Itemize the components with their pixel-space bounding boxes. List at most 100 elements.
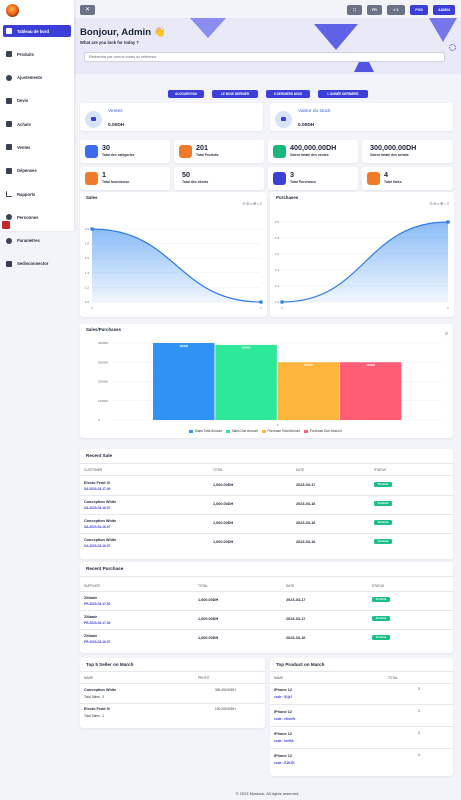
table-row[interactable]: Zitlanie PR-2023-03-16-07 1,600.00DH 2023-0…: [80, 634, 453, 652]
top-products-card: Top Product on March NAME TOTAL iPhone 1…: [270, 658, 453, 776]
table-row[interactable]: Zitlanie PR-2023-03-17-00 1,600.00DH 2023-0…: [80, 615, 453, 633]
table-row[interactable]: Electo Fenit IV SA-2023-03-17-00 1,600.00D…: [80, 481, 453, 499]
product-name: iPhone 12: [274, 710, 292, 714]
sale-date: 2023-03-16: [296, 540, 316, 544]
purchase-reference-link[interactable]: PR-2023-03-16-07: [84, 640, 111, 644]
sidebar-item-people[interactable]: Personnes: [3, 211, 71, 223]
divider: [80, 514, 453, 515]
language-button[interactable]: FR: [367, 5, 382, 15]
column-header: STATUS: [372, 584, 385, 588]
table-title: Top Product on March: [276, 662, 325, 667]
chart-toolbar[interactable]: ⊖⊕⌕✥⌂≡: [429, 201, 450, 206]
chart-menu-icon[interactable]: ≡: [445, 331, 448, 337]
decor-triangle: [314, 24, 358, 50]
purchases-area-chart: 2.0 1.8 1.6 1.4 1.2 1.00 1: [275, 220, 450, 310]
series-line: [281, 221, 449, 303]
filter-today-button[interactable]: AUJOURD'HUI: [168, 90, 204, 98]
sidebar-item-purchases[interactable]: Achats: [3, 118, 71, 130]
sales-summary-card: Ventes 0.00DH: [80, 103, 263, 131]
sidebar-item-label: Produits: [17, 51, 34, 57]
sidebar-item-label: Achats: [17, 121, 31, 127]
purchases-icon: [273, 172, 286, 185]
cart-icon: [85, 111, 102, 128]
stat-label: Total des catégories: [102, 153, 135, 157]
alert-square-icon[interactable]: [2, 221, 10, 229]
stat-card: 30 Total des catégories: [80, 140, 170, 163]
table-row[interactable]: Conception White SA-2023-03-16-07 1,600.00…: [80, 519, 453, 537]
legend-swatch: [226, 429, 231, 433]
total-sales-icon: [367, 172, 380, 185]
legend-item[interactable]: Sales Due Amount: [226, 429, 258, 433]
column-header: STATUS: [374, 468, 387, 472]
table-row[interactable]: Zitlanie PR-2023-03-17-00 1,600.00DH 2023-0…: [80, 596, 453, 614]
divider: [80, 703, 265, 704]
pos-button[interactable]: POS: [410, 5, 428, 15]
sale-date: 2023-03-16: [296, 502, 316, 506]
y-tick-label: 1.0: [85, 300, 90, 304]
sidebar-item-settings[interactable]: Paramètres: [3, 235, 71, 247]
sidebar-item-quotes[interactable]: Devis: [3, 95, 71, 107]
seller-total-sales: Total Sales : 1: [84, 714, 105, 718]
sale-date: 2023-03-16: [296, 521, 316, 525]
sale-reference-link[interactable]: SA-2023-03-16-07: [84, 544, 111, 548]
quotes-icon: [6, 97, 12, 104]
y-tick-label: 2.0: [85, 227, 90, 231]
table-row[interactable]: Conception White SA-2023-03-16-07 1,600.00…: [80, 500, 453, 518]
filter-last-year-button[interactable]: L'ANNÉE DERNIÈRE: [318, 90, 368, 98]
stat-value: 1: [102, 170, 106, 179]
sidebar-item-adjustments[interactable]: Ajustements: [3, 72, 71, 84]
y-tick-label: 1.4: [85, 271, 90, 275]
divider: [80, 495, 453, 496]
app-logo[interactable]: [6, 4, 19, 17]
bar: [339, 362, 402, 420]
column-header: SUPPLIER: [84, 584, 100, 588]
seller-profit: 300,000.00DH: [215, 688, 236, 692]
chart-title: Sales: [86, 195, 98, 200]
legend-label: Purchase Due Amount: [309, 429, 342, 433]
y-tick-label: 1.2: [275, 284, 280, 288]
table-row[interactable]: Conception White SA-2023-03-16-07 1,600.00…: [80, 538, 453, 556]
product-code: code : kmt0k: [274, 739, 294, 743]
sidebar-item-disconnect[interactable]: Sedisconnector: [3, 258, 71, 270]
admin-profile-button[interactable]: ADMIN: [433, 5, 455, 15]
sidebar-item-reports[interactable]: Rapports: [3, 188, 71, 200]
purchase-date: 2023-03-17: [286, 617, 306, 621]
product-name: iPhone 12: [274, 754, 292, 758]
customer-name: Conception White: [84, 519, 117, 523]
cart-icon: [275, 111, 292, 128]
notifications-button[interactable]: ● 1: [387, 5, 405, 15]
menu-toggle-button[interactable]: ✕: [80, 5, 95, 15]
filter-last-month-button[interactable]: LE MOIS DERNIER: [212, 90, 258, 98]
stock-value: 0.00DH: [298, 123, 315, 128]
purchase-reference-link[interactable]: PR-2023-03-17-00: [84, 602, 111, 606]
legend-item[interactable]: Purchase Total Amount: [262, 429, 300, 433]
sales-label: Ventes: [108, 109, 123, 114]
sidebar-item-dashboard[interactable]: Tableau de bord: [3, 25, 71, 37]
settings-gear-icon: [6, 237, 12, 244]
sidebar-item-expenses[interactable]: Dépenses: [3, 165, 71, 177]
legend-label: Sales Due Amount: [231, 429, 258, 433]
status-badge: Terminé: [374, 501, 392, 506]
bar: [277, 362, 340, 420]
fullscreen-button[interactable]: ⛶: [347, 5, 362, 15]
y-tick-label: 1.4: [275, 268, 280, 272]
sales-chart-card: Sales ⊖⊕⌕✥⌂≡ 2.0 1.8 1.6 1.4 1.2 1.0 0 1: [80, 192, 267, 317]
filter-last-6-months-button[interactable]: 6 DERNIERS MOIS: [266, 90, 310, 98]
sale-reference-link[interactable]: SA-2023-03-16-07: [84, 506, 111, 510]
sale-reference-link[interactable]: SA-2023-03-17-00: [84, 487, 111, 491]
settings-gear-icon[interactable]: [449, 44, 456, 51]
decor-triangle: [190, 18, 226, 38]
legend-item[interactable]: Purchase Due Amount: [304, 429, 342, 433]
table-title: Recent Sale: [86, 453, 113, 458]
sidebar-item-products[interactable]: Produits: [3, 48, 71, 60]
sale-reference-link[interactable]: SA-2023-03-16-07: [84, 525, 111, 529]
search-input[interactable]: Recherche par nom et codes ou référence: [84, 52, 445, 62]
y-tick-label: 1.6: [85, 256, 90, 260]
sidebar-item-sales[interactable]: Ventes: [3, 141, 71, 153]
column-header: DATE: [296, 468, 305, 472]
legend-item[interactable]: Sales Total Amount: [189, 429, 222, 433]
column-header: TOTAL: [213, 468, 223, 472]
chart-toolbar[interactable]: ⊖⊕⌕✥⌂≡: [242, 201, 263, 206]
purchase-reference-link[interactable]: PR-2023-03-17-00: [84, 621, 111, 625]
status-badge: Terminé: [374, 520, 392, 525]
